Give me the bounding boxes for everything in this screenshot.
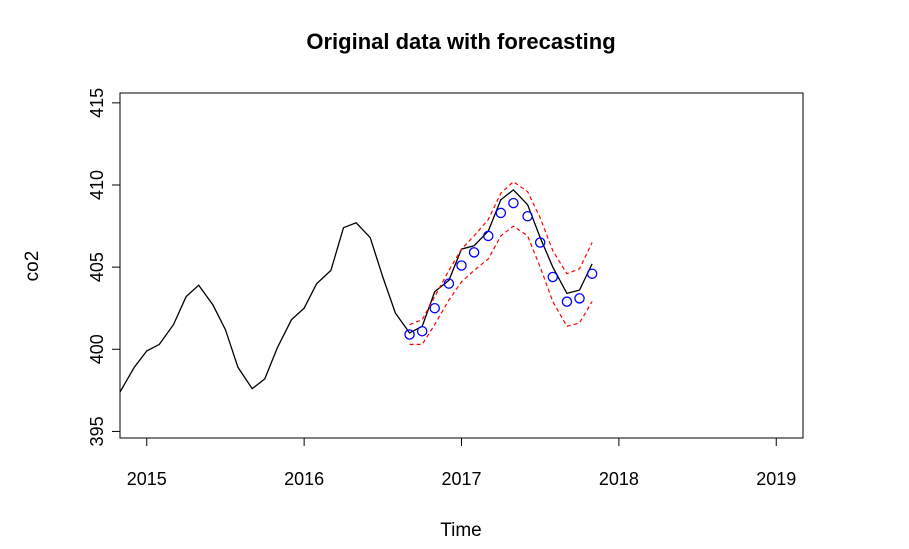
x-axis: 2015 2016 2017 2018 2019 <box>127 437 796 489</box>
forecast-point <box>561 296 573 307</box>
forecast-point <box>483 230 494 242</box>
forecast-point <box>443 278 455 289</box>
forecast-point <box>404 329 415 340</box>
x-tick-label: 2015 <box>127 469 167 489</box>
y-axis: 395 400 405 410 415 <box>87 88 121 446</box>
original-data-line <box>120 189 593 393</box>
forecast-point <box>416 325 428 337</box>
forecast-point <box>534 237 546 248</box>
forecast-point <box>574 293 585 304</box>
forecast-point <box>547 271 559 283</box>
x-axis-label: Time <box>440 520 482 541</box>
forecast-point <box>495 207 507 219</box>
y-tick-label: 405 <box>87 252 107 282</box>
interval-line <box>409 225 593 345</box>
forecast-point <box>429 302 440 314</box>
y-tick-label: 415 <box>87 88 107 118</box>
x-tick-label: 2016 <box>284 469 324 489</box>
x-tick-label: 2017 <box>441 469 481 489</box>
y-tick-label: 400 <box>87 334 107 364</box>
x-tick-label: 2019 <box>756 469 796 489</box>
interval-line <box>409 180 593 326</box>
series-group <box>120 180 598 393</box>
y-tick-label: 395 <box>87 416 107 446</box>
forecast-point <box>586 268 598 279</box>
chart-title: Original data with forecasting <box>306 29 615 54</box>
forecast-point <box>456 260 467 271</box>
x-tick-label: 2018 <box>599 469 639 489</box>
forecast-point <box>468 247 480 258</box>
y-axis-label: co2 <box>22 251 43 282</box>
plot-box <box>119 92 804 439</box>
y-tick-label: 410 <box>87 170 107 200</box>
forecast-point <box>522 210 533 222</box>
forecast-point <box>508 197 519 209</box>
plot-area <box>120 180 598 393</box>
